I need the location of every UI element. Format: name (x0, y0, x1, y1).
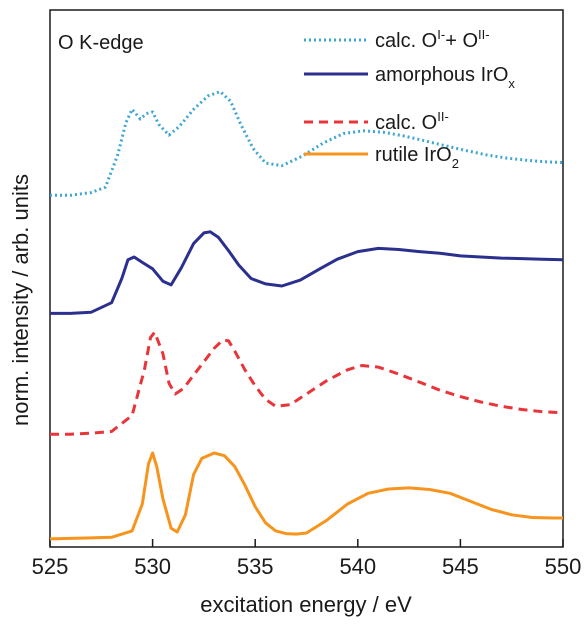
legend: calc. OI-+ OII- amorphous IrOx calc. OII… (304, 27, 515, 171)
x-tick-label: 550 (545, 554, 582, 579)
x-tick-label: 545 (442, 554, 479, 579)
plot-frame (49, 9, 564, 548)
series-line-rutile-iro2 (49, 451, 563, 541)
chart-title: O K-edge (58, 32, 144, 54)
x-axis-title: excitation energy / eV (200, 592, 412, 617)
legend-label-amorphous-irox: amorphous IrOx (375, 64, 515, 91)
x-tick-label: 525 (32, 554, 69, 579)
x-tick-label: 530 (134, 554, 171, 579)
x-tick-label: 535 (237, 554, 274, 579)
y-axis-title: norm. intensity / arb. units (8, 174, 33, 426)
x-tick-label: 540 (339, 554, 376, 579)
legend-label-calc-oi-oii: calc. OI-+ OII- (375, 27, 490, 52)
series-line-amorphous-irox (50, 230, 564, 315)
x-axis-ticks: 525 530 535 540 545 550 (32, 539, 582, 579)
legend-label-calc-oii: calc. OII- (375, 109, 449, 134)
series-lines (49, 90, 564, 541)
series-line-calc-oii (50, 330, 564, 436)
series-line-calc-oi-oii (50, 90, 564, 197)
legend-label-rutile-iro2: rutile IrO2 (375, 144, 459, 171)
